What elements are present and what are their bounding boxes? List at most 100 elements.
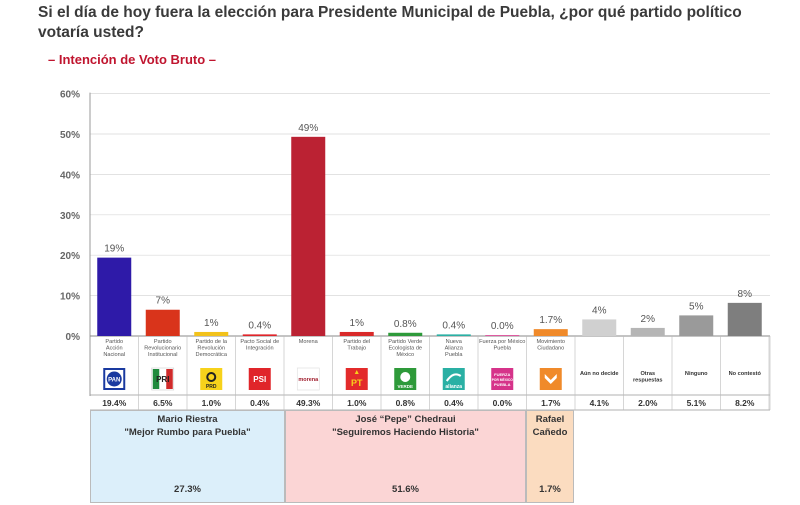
- candidate-box-riestra: Mario Riestra "Mejor Rumbo para Puebla" …: [90, 410, 285, 503]
- bar-name-label: No contestó: [729, 371, 762, 377]
- party-logo-pan: PAN: [103, 368, 126, 390]
- bar-value-label: 0.0%: [491, 321, 514, 332]
- chart-title: Si el día de hoy fuera la elección para …: [38, 4, 742, 41]
- bar-name-label: Nacional: [103, 352, 125, 358]
- bar-value-label: 2%: [641, 314, 656, 325]
- bar-pct-label: 6.5%: [153, 398, 173, 408]
- candidate-name-line2: Cañedo: [532, 427, 568, 438]
- bar-value-label: 19%: [104, 244, 124, 255]
- y-tick-label: 30%: [60, 211, 80, 222]
- bar-value-label: 8%: [738, 289, 753, 300]
- svg-text:PRD: PRD: [206, 384, 217, 390]
- bar-value-label: 4%: [592, 305, 607, 316]
- bar-pct-label: 19.4%: [102, 398, 127, 408]
- bar-name-label: Institucional: [148, 352, 178, 358]
- bar-value-label: 0.4%: [248, 320, 271, 331]
- bar-name-label: Trabajo: [347, 346, 366, 352]
- bar-name-label: Integración: [246, 346, 274, 352]
- candidate-box-canedo: Rafael Cañedo 1.7%: [526, 410, 574, 503]
- bar-name-label: Puebla: [494, 346, 512, 352]
- bar-pct-label: 4.1%: [590, 398, 610, 408]
- bar-name-label: Aún no decide: [580, 371, 619, 377]
- candidate-pct: 27.3%: [174, 484, 201, 495]
- svg-text:VERDE: VERDE: [397, 384, 413, 389]
- bar-8: [436, 334, 471, 336]
- y-tick-label: 40%: [60, 170, 80, 181]
- candidate-name: José “Pepe” Chedraui: [355, 414, 456, 425]
- bar-name-label: Partido: [154, 339, 172, 345]
- party-logo-alianza: alianza: [442, 368, 465, 390]
- bar-pct-label: 0.4%: [444, 398, 464, 408]
- bar-name-label: Morena: [299, 339, 319, 345]
- bar-value-label: 49%: [298, 123, 318, 134]
- y-tick-label: 50%: [60, 130, 80, 141]
- bar-12: [630, 327, 665, 336]
- party-logo-pri: PRI: [151, 367, 175, 391]
- bar-value-label: 1%: [350, 318, 365, 329]
- bar-pct-label: 1.0%: [202, 398, 222, 408]
- bar-pct-label: 2.0%: [638, 398, 658, 408]
- party-logo-verde: VERDE: [394, 368, 417, 390]
- svg-text:PSI: PSI: [253, 375, 266, 384]
- bar-name-label: Pacto Social de: [240, 339, 279, 345]
- bar-pct-label: 0.8%: [396, 398, 416, 408]
- bar-value-label: 7%: [156, 296, 171, 307]
- candidate-pct: 1.7%: [539, 484, 561, 495]
- bar-pct-label: 0.4%: [250, 398, 270, 408]
- bar-value-label: 0.4%: [442, 320, 465, 331]
- bar-name-label: Fuerza por México: [479, 339, 525, 345]
- bar-value-label: 1.7%: [539, 315, 562, 326]
- candidate-name: Rafael: [535, 414, 565, 425]
- party-logo-morena: morena: [296, 367, 320, 391]
- bar-name-label: Puebla: [445, 352, 463, 358]
- candidate-name: Mario Riestra: [157, 414, 218, 425]
- y-tick-label: 0%: [66, 332, 81, 343]
- party-logo-prd: PRD: [200, 368, 223, 390]
- bar-name-label: México: [396, 352, 414, 358]
- bar-name-label: Alianza: [445, 346, 464, 352]
- bar-name-label: Revolución: [197, 346, 225, 352]
- candidate-slogan: "Seguiremos Haciendo Historia": [332, 427, 479, 438]
- svg-text:POR MÉXICO: POR MÉXICO: [492, 377, 514, 382]
- bar-pct-label: 8.2%: [735, 398, 755, 408]
- bar-pct-label: 49.3%: [296, 398, 321, 408]
- bar-name-label: Partido del: [343, 339, 370, 345]
- svg-text:morena: morena: [298, 377, 319, 383]
- bar-2: [145, 309, 180, 336]
- bar-name-label: Otras: [640, 371, 655, 377]
- bar-1: [97, 257, 132, 336]
- y-tick-label: 10%: [60, 292, 80, 303]
- bar-9: [485, 335, 520, 336]
- bar-value-label: 1%: [204, 318, 219, 329]
- bar-name-label: Partido: [105, 339, 123, 345]
- bar-pct-label: 0.0%: [493, 398, 513, 408]
- bar-10: [533, 329, 568, 336]
- bar-4: [242, 334, 277, 336]
- party-logo-pt: PT: [345, 368, 368, 390]
- bar-7: [388, 332, 423, 336]
- svg-text:PRI: PRI: [156, 375, 169, 384]
- bar-pct-label: 1.0%: [347, 398, 367, 408]
- svg-text:PT: PT: [351, 378, 363, 388]
- bar-name-label: Partido de la: [196, 339, 228, 345]
- bar-name-label: Revolucionario: [144, 346, 181, 352]
- bar-3: [194, 331, 229, 336]
- bar-name-label: Partido Verde: [388, 339, 422, 345]
- bar-name-label: respuestas: [633, 378, 663, 384]
- y-tick-label: 20%: [60, 251, 80, 262]
- bar-6: [339, 331, 374, 336]
- bar-13: [679, 315, 714, 336]
- bar-5: [291, 136, 326, 336]
- bar-name-label: Acción: [106, 346, 123, 352]
- bar-name-label: Movimiento: [536, 339, 565, 345]
- svg-text:alianza: alianza: [445, 384, 462, 390]
- bar-name-label: Nueva: [446, 339, 463, 345]
- party-logo-mc: [539, 368, 562, 390]
- y-tick-label: 60%: [60, 90, 80, 101]
- candidate-box-chedraui: José “Pepe” Chedraui "Seguiremos Haciend…: [285, 410, 526, 503]
- bar-value-label: 0.8%: [394, 319, 417, 330]
- svg-text:PUEBLA: PUEBLA: [494, 382, 511, 387]
- bar-14: [727, 302, 762, 336]
